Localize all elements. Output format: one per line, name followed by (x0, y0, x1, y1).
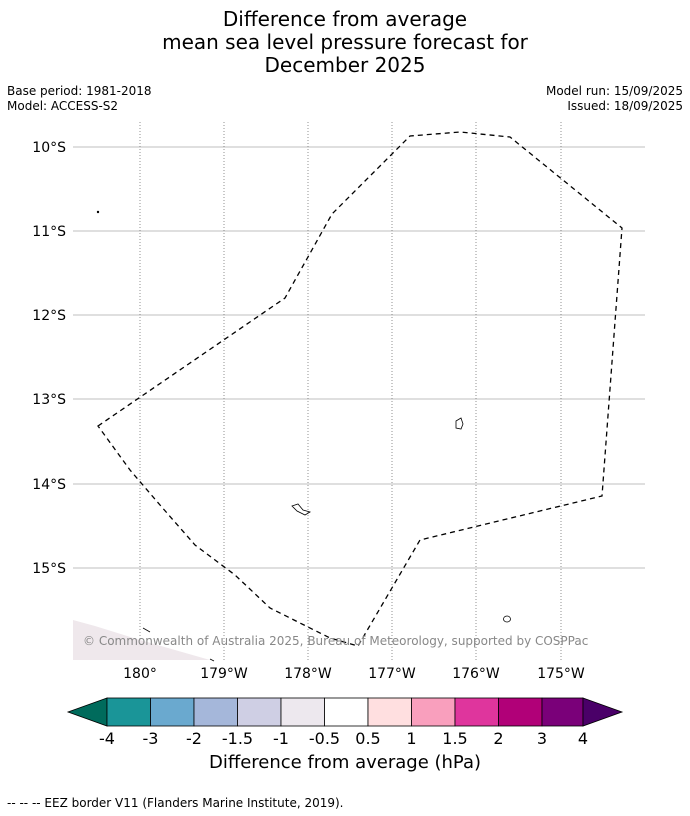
colorbar-swatch (193, 697, 238, 727)
copyright-notice: © Commonwealth of Australia 2025, Bureau… (83, 634, 588, 648)
lat-label: 12°S (32, 308, 66, 324)
lon-labels: 180° 179°W 178°W 177°W 176°W 175°W (123, 666, 585, 682)
colorbar-tick-label: -3 (143, 729, 159, 748)
colorbar-arrow-right (582, 697, 624, 727)
lon-label: 178°W (284, 666, 332, 682)
eez-border (97, 131, 623, 647)
lon-label: 179°W (200, 666, 248, 682)
colorbar-tick-label: -1 (273, 729, 289, 748)
colorbar-tick-label: 1.5 (442, 729, 467, 748)
model-run: Model run: 15/09/2025 (545, 84, 683, 98)
lon-label: 180° (123, 666, 157, 682)
title-line-2: mean sea level pressure forecast for (162, 30, 528, 54)
lon-label: 175°W (537, 666, 585, 682)
colorbar-ticks: -4 -3 -2 -1.5 -1 -0.5 0.5 1 1.5 2 3 4 (99, 729, 588, 748)
lon-label: 176°W (452, 666, 500, 682)
lat-gridlines (73, 146, 645, 569)
lon-gridlines (139, 122, 562, 660)
lat-label: 13°S (32, 392, 66, 408)
title-line-1: Difference from average (222, 7, 468, 31)
island-shape (96, 210, 100, 214)
lat-labels: 10°S 11°S 12°S 13°S 14°S 15°S (32, 140, 66, 577)
title-line-3: December 2025 (264, 53, 426, 77)
islands (96, 210, 511, 662)
colorbar-tick-label: 4 (578, 729, 588, 748)
colorbar-tick-label: 0.5 (355, 729, 380, 748)
colorbar-tick-label: -4 (99, 729, 115, 748)
colorbar-swatch (541, 697, 584, 727)
colorbar-tick-label: 1 (406, 729, 416, 748)
island-shape (209, 658, 215, 662)
issued-date: Issued: 18/09/2025 (567, 99, 683, 113)
anomaly-shade (73, 620, 210, 660)
colorbar-swatch (324, 697, 369, 727)
lat-label: 15°S (32, 561, 66, 577)
lat-label: 14°S (32, 477, 66, 493)
colorbar-tick-label: -0.5 (309, 729, 340, 748)
colorbar (66, 697, 624, 727)
colorbar-swatch (411, 697, 456, 727)
lat-label: 10°S (32, 140, 66, 156)
lon-label: 177°W (368, 666, 416, 682)
meta-left: Base period: 1981-2018 Model: ACCESS-S2 (7, 84, 152, 114)
colorbar-title: Difference from average (hPa) (208, 752, 482, 773)
island-shape (455, 417, 464, 430)
colorbar-tick-label: 3 (537, 729, 547, 748)
island-shape (291, 503, 311, 516)
colorbar-swatch (237, 697, 282, 727)
map-title: Difference from average mean sea level p… (0, 8, 690, 77)
colorbar-tick-label: -2 (186, 729, 202, 748)
colorbar-swatch (367, 697, 412, 727)
colorbar-tick-label: 2 (493, 729, 503, 748)
base-period: Base period: 1981-2018 (7, 84, 152, 98)
island-shape (503, 615, 511, 623)
colorbar-swatch (150, 697, 195, 727)
model-name: Model: ACCESS-S2 (7, 99, 119, 113)
colorbar-swatch (280, 697, 325, 727)
colorbar-arrow-left (66, 697, 108, 727)
eez-legend: -- -- -- EEZ border V11 (Flanders Marine… (7, 796, 344, 810)
meta-right: Model run: 15/09/2025 Issued: 18/09/2025 (546, 84, 683, 114)
colorbar-tick-label: -1.5 (222, 729, 253, 748)
lat-label: 11°S (32, 224, 66, 240)
colorbar-swatch (106, 697, 151, 727)
colorbar-swatch (454, 697, 499, 727)
island-shape (142, 627, 151, 633)
colorbar-swatch (498, 697, 543, 727)
